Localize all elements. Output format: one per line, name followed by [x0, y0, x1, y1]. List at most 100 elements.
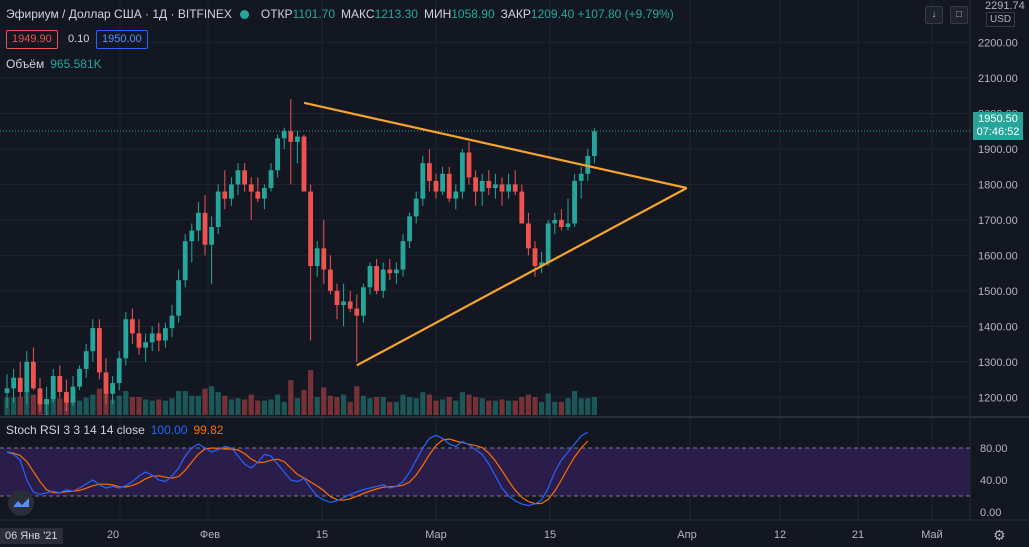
open-label: ОТКР	[260, 7, 293, 21]
time-tick-label: Мар	[425, 529, 447, 541]
trendline	[303, 101, 688, 190]
candle-body	[97, 328, 102, 373]
candle-body	[387, 269, 393, 274]
volume-bar	[255, 400, 261, 415]
volume-bar	[17, 397, 23, 415]
candle-body	[196, 212, 201, 231]
time-tick-label: 21	[852, 529, 864, 541]
volume-bar	[275, 394, 281, 415]
chevron-down-icon[interactable]: ↓	[925, 6, 943, 24]
candle-body	[420, 163, 426, 199]
candle-body	[169, 315, 175, 329]
volume-bar	[288, 380, 294, 415]
high-label: МАКС	[341, 7, 375, 21]
stoch-k-line	[6, 431, 589, 507]
logo-icon[interactable]	[8, 490, 34, 516]
candle-body	[578, 173, 584, 181]
volume-bar	[453, 400, 459, 415]
volume-bar	[116, 395, 122, 415]
candle-body	[499, 184, 505, 192]
volume-bar	[281, 401, 287, 415]
candle-body	[394, 269, 399, 274]
candle-body	[334, 290, 340, 306]
sell-button[interactable]: 1949.90	[6, 30, 58, 49]
volume-bar	[83, 397, 89, 415]
volume-bar	[407, 397, 413, 415]
candle-body	[37, 388, 43, 405]
volume-bar	[242, 399, 248, 415]
stoch-rsi-legend[interactable]: Stoch RSI 3 3 14 14 close 100.00 99.82	[6, 423, 223, 437]
candle-body	[103, 372, 109, 394]
volume-bar	[341, 394, 347, 415]
volume-bar	[486, 400, 492, 415]
volume-bar	[426, 394, 432, 415]
price-tick-label: 1500.00	[978, 286, 1018, 298]
candle-body	[380, 269, 386, 291]
candle-body	[347, 301, 353, 309]
candle-body	[413, 198, 419, 217]
volume-bar	[459, 392, 465, 415]
stoch-rsi-label: Stoch RSI 3 3 14 14 close	[6, 423, 145, 437]
candle-body	[565, 223, 571, 228]
volume-bar	[578, 398, 584, 415]
candle-body	[281, 131, 287, 139]
volume-bar	[50, 397, 56, 415]
maximize-icon[interactable]: □	[950, 6, 968, 24]
candle-body	[215, 191, 221, 228]
volume-bar	[466, 394, 472, 415]
candle-body	[136, 333, 142, 348]
candle-body	[321, 248, 327, 270]
volume-bar	[11, 397, 17, 415]
candle-body	[328, 269, 333, 291]
candle-body	[77, 368, 82, 387]
current-price: 1950.50	[978, 113, 1018, 125]
rsi-tick-label: 40.00	[980, 475, 1008, 487]
volume-bar	[347, 401, 353, 415]
time-tick-label: 12	[774, 529, 786, 541]
volume-bar	[367, 398, 373, 415]
volume-bar	[228, 399, 234, 415]
volume-bar	[261, 400, 267, 415]
candle-body	[446, 173, 452, 199]
buy-button[interactable]: 1950.00	[96, 30, 148, 49]
currency-label[interactable]: USD	[986, 12, 1016, 27]
candle-body	[44, 399, 49, 405]
candle-body	[506, 184, 511, 192]
volume-bar	[123, 391, 129, 415]
volume-bar	[492, 400, 498, 415]
volume-bar	[222, 395, 228, 415]
bar-countdown: 07:46:52	[976, 126, 1020, 138]
volume-legend[interactable]: Объём 965.581K	[6, 57, 102, 71]
triangle-pattern[interactable]	[303, 101, 688, 367]
candle-body	[262, 187, 267, 199]
candle-body	[314, 248, 320, 267]
market-status-icon	[239, 10, 249, 19]
candle-body	[24, 361, 30, 392]
volume-bar	[57, 398, 63, 415]
price-top-label: 2291.74	[985, 0, 1025, 12]
volume-bar	[169, 398, 175, 415]
rsi-tick-label: 0.00	[980, 507, 1001, 519]
candle-body	[143, 342, 148, 348]
price-tick-label: 1600.00	[978, 250, 1018, 262]
rsi-tick-label: 80.00	[980, 443, 1008, 455]
candle-body	[182, 241, 188, 281]
candle-body	[367, 266, 373, 288]
volume-bar	[479, 398, 485, 415]
candle-body	[268, 170, 274, 188]
volume-bar	[374, 397, 380, 415]
volume-bar	[129, 397, 135, 415]
candle-body	[400, 241, 406, 270]
gear-icon[interactable]: ⚙	[993, 527, 1006, 543]
candle-body	[229, 184, 234, 199]
candle-body	[532, 248, 538, 267]
candle-body	[70, 386, 76, 403]
volume-bar	[545, 393, 551, 415]
volume-bar	[70, 398, 76, 415]
symbol-title[interactable]: Эфириум / Доллар США · 1Д · BITFINEX	[6, 7, 232, 21]
candle-body	[545, 223, 551, 263]
candle-body	[57, 375, 63, 392]
candle-body	[526, 223, 531, 249]
candle-body	[163, 328, 168, 341]
